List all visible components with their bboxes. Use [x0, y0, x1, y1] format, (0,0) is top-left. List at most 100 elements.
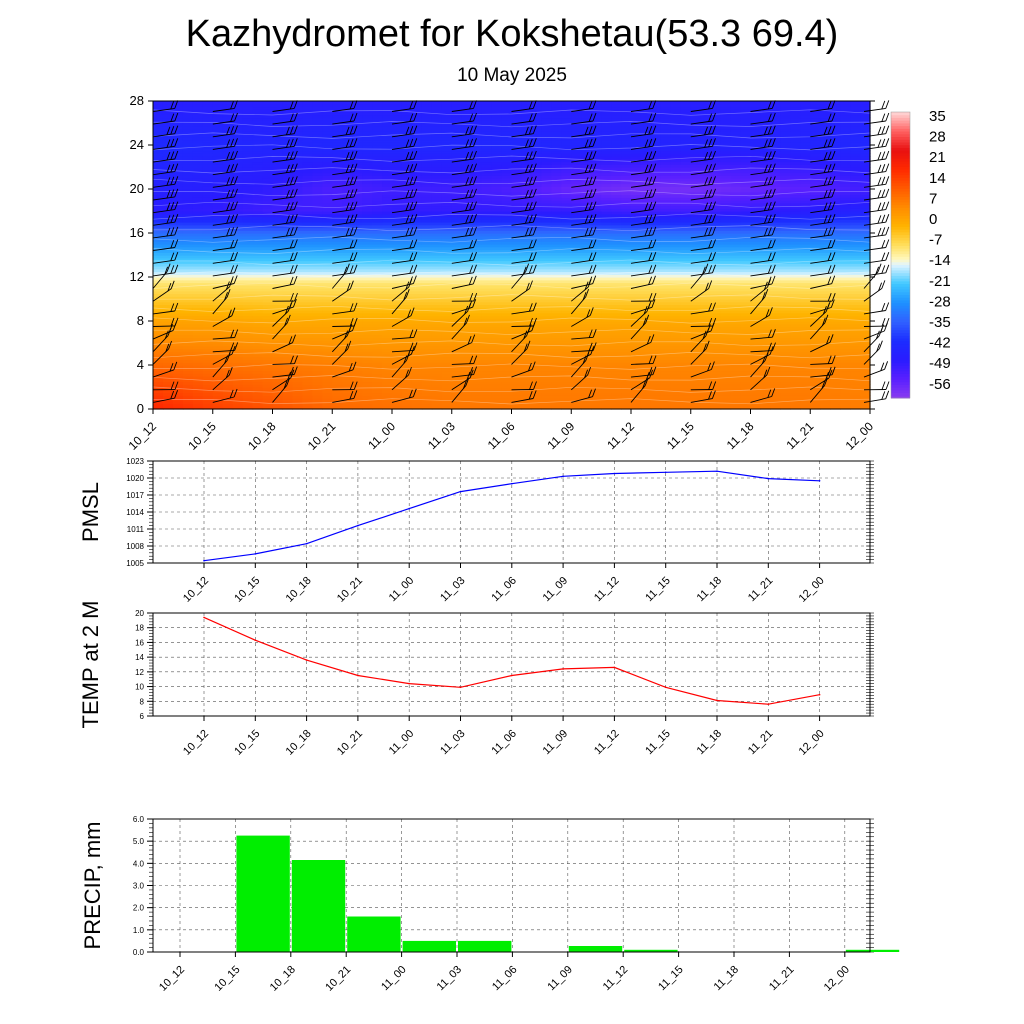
- y-tick-label: 12: [135, 668, 144, 677]
- y-tick-label: 1011: [127, 525, 145, 534]
- precip-bar: [347, 916, 401, 952]
- colorbar-tick-label: 35: [929, 108, 946, 125]
- y-tick-label: 16: [130, 225, 144, 240]
- colorbar-tick-label: -49: [929, 355, 951, 372]
- y-tick-label: 1.0: [133, 926, 145, 935]
- precip-bar: [568, 946, 623, 952]
- x-tick-label: 11_12: [601, 964, 631, 994]
- precip-bar: [458, 940, 512, 952]
- x-tick-label: 11_03: [435, 964, 465, 994]
- y-tick-label: 0.0: [133, 948, 145, 957]
- y-tick-label: 12: [130, 269, 144, 284]
- precip-bar: [624, 949, 678, 952]
- x-tick-label: 10_12: [157, 964, 187, 994]
- y-tick-label: 1014: [126, 508, 144, 517]
- y-tick-label: 18: [135, 624, 144, 633]
- x-tick-label: 10_18: [268, 964, 298, 994]
- pmsl-point: [664, 471, 667, 474]
- colorbar-tick-label: -21: [929, 273, 951, 290]
- pmsl-point: [818, 480, 821, 482]
- colorbar-tick-label: -35: [929, 314, 951, 331]
- x-tick-label: 11_21: [767, 964, 797, 994]
- y-tick-label: 10: [135, 683, 144, 692]
- pmsl-point: [357, 524, 359, 527]
- y-tick-label: 2.0: [133, 904, 145, 913]
- temp-point: [562, 668, 564, 670]
- temp-point: [613, 666, 616, 669]
- y-tick-label: 4.0: [133, 859, 145, 868]
- x-tick-label: 11_06: [490, 964, 520, 994]
- temp-point: [408, 682, 411, 685]
- colorbar: [891, 112, 910, 399]
- y-tick-label: 20: [135, 609, 144, 618]
- precip-bar: [402, 940, 456, 952]
- x-tick-label: 11_18: [712, 964, 742, 994]
- x-tick-label: 12_00: [822, 964, 852, 994]
- colorbar-tick-label: -42: [929, 335, 951, 352]
- y-tick-label: 8: [137, 313, 144, 328]
- grid-lines: [153, 818, 870, 953]
- y-tick-label: 1020: [126, 474, 144, 483]
- temp-point: [767, 703, 770, 705]
- colorbar-tick-label: 0: [929, 211, 937, 228]
- y-tick-label: 6: [140, 712, 145, 721]
- precip-bar: [291, 860, 346, 952]
- y-tick-label: 14: [135, 653, 144, 662]
- pmsl-point: [305, 542, 308, 545]
- pmsl-point: [767, 477, 770, 480]
- temp-point: [357, 674, 359, 677]
- pmsl-point: [716, 470, 718, 473]
- pmsl-point: [408, 507, 411, 510]
- x-tick-label: 10_21: [323, 964, 353, 994]
- colorbar-tick-label: -14: [929, 252, 951, 269]
- temp-point: [203, 616, 205, 619]
- temp-point: [664, 686, 667, 689]
- page-subtitle: 10 May 2025: [457, 65, 567, 86]
- colorbar-tick-label: -7: [929, 232, 942, 249]
- page-title: Kazhydromet for Kokshetau(53.3 69.4): [185, 13, 839, 55]
- colorbar-tick-label: 7: [929, 190, 937, 207]
- y-tick-label: 24: [130, 137, 144, 152]
- y-tick-label: 5.0: [133, 837, 145, 846]
- minor-ticks: [149, 460, 874, 564]
- colorbar-tick-label: -28: [929, 293, 951, 310]
- pmsl-point: [254, 553, 257, 555]
- colorbar-frame: [890, 111, 911, 399]
- grid-lines: [153, 460, 870, 564]
- pmsl-point: [613, 472, 616, 475]
- pmsl-point: [459, 490, 462, 493]
- y-tick-label: 0: [137, 401, 144, 416]
- y-tick-label: 3.0: [133, 882, 145, 891]
- y-tick-label: 16: [135, 638, 144, 647]
- y-tick-label: 6.0: [133, 815, 145, 824]
- y-tick-label: 1023: [126, 457, 144, 466]
- temp-point: [459, 686, 462, 689]
- wind-barbs: [152, 100, 890, 403]
- y-tick-label: 1008: [126, 542, 144, 551]
- precip-bar: [236, 835, 290, 952]
- grid-lines: [153, 612, 870, 717]
- y-tick-label: 8: [140, 697, 145, 706]
- y-axis-label: PRECIP, mm: [80, 822, 105, 950]
- pmsl-point: [511, 482, 513, 485]
- precip-bar: [845, 949, 900, 952]
- y-tick-label: 20: [130, 181, 144, 196]
- temp-point: [511, 674, 513, 677]
- colorbar-tick-label: 21: [929, 149, 946, 166]
- y-tick-label: 28: [130, 93, 144, 108]
- temp-point: [818, 693, 821, 696]
- y-axis-label: PMSL: [78, 482, 103, 542]
- temp-point: [305, 659, 308, 661]
- y-tick-label: 1017: [126, 491, 144, 500]
- colorbar-tick-label: 28: [929, 129, 946, 146]
- y-axis-label: TEMP at 2 M: [78, 601, 103, 729]
- pmsl-point: [203, 559, 205, 562]
- y-tick-label: 1005: [126, 559, 144, 568]
- pmsl-point: [562, 475, 564, 478]
- x-tick-label: 11_15: [656, 964, 686, 994]
- y-tick-label: 4: [137, 357, 144, 372]
